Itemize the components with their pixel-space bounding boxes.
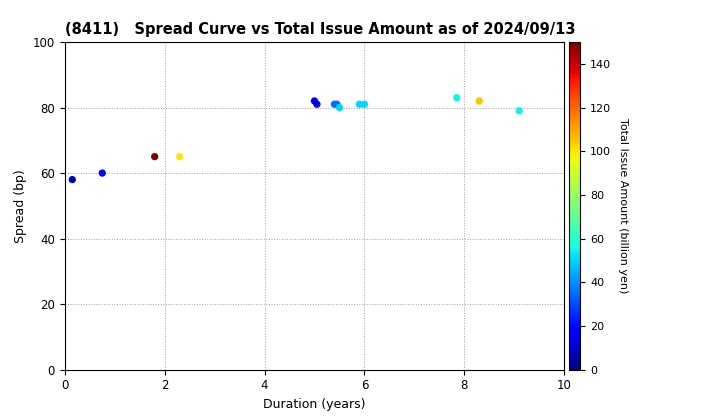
- Point: [174, 153, 186, 160]
- Text: (8411)   Spread Curve vs Total Issue Amount as of 2024/09/13: (8411) Spread Curve vs Total Issue Amoun…: [65, 22, 575, 37]
- Point: [311, 101, 323, 108]
- Point: [474, 97, 485, 104]
- Point: [451, 94, 462, 101]
- Point: [331, 101, 343, 108]
- Point: [354, 101, 365, 108]
- Point: [96, 170, 108, 176]
- Y-axis label: Total Issue Amount (billion yen): Total Issue Amount (billion yen): [618, 118, 628, 294]
- Point: [359, 101, 370, 108]
- Point: [333, 104, 345, 111]
- X-axis label: Duration (years): Duration (years): [264, 398, 366, 411]
- Point: [328, 101, 340, 108]
- Point: [66, 176, 78, 183]
- Point: [309, 97, 320, 104]
- Y-axis label: Spread (bp): Spread (bp): [14, 169, 27, 243]
- Point: [149, 153, 161, 160]
- Point: [513, 108, 525, 114]
